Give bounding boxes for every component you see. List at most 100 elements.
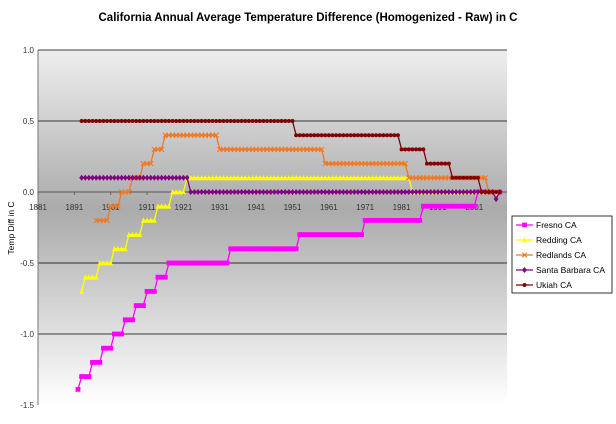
data-point — [147, 160, 154, 167]
data-point — [111, 331, 117, 337]
data-point — [468, 203, 474, 209]
data-point — [304, 232, 310, 237]
data-point — [290, 119, 295, 123]
data-point — [122, 245, 128, 252]
data-point — [340, 174, 346, 181]
data-point — [101, 345, 106, 351]
data-point — [439, 161, 444, 166]
data-point — [188, 260, 194, 266]
series-ukiah-ca — [79, 119, 502, 194]
data-point — [145, 119, 150, 123]
data-point — [439, 189, 444, 195]
data-point — [483, 190, 488, 194]
data-point — [454, 175, 459, 180]
data-point — [213, 189, 219, 195]
data-point — [297, 189, 303, 195]
data-point — [217, 260, 223, 266]
data-point — [151, 217, 157, 223]
data-point — [268, 189, 274, 195]
data-point — [206, 174, 212, 181]
data-point — [388, 174, 394, 181]
data-point — [195, 260, 201, 266]
data-point — [228, 174, 234, 181]
data-point — [391, 218, 397, 223]
legend-marker — [522, 237, 527, 243]
data-point — [315, 232, 321, 237]
x-tick-label: 1931 — [211, 203, 229, 212]
data-point — [82, 174, 88, 181]
data-point — [293, 174, 299, 181]
data-point — [166, 203, 172, 209]
data-point — [202, 260, 208, 266]
data-point — [257, 119, 262, 123]
data-point — [373, 174, 379, 181]
data-point — [308, 133, 313, 138]
data-point — [275, 189, 281, 195]
data-point — [188, 174, 194, 181]
data-point — [141, 303, 146, 308]
y-tick-label: 0.5 — [23, 117, 35, 126]
data-point — [340, 232, 346, 237]
data-point — [155, 119, 160, 123]
data-point — [115, 203, 121, 209]
legend-label: Redding CA — [536, 235, 582, 245]
data-point — [428, 203, 434, 209]
data-point — [242, 189, 248, 195]
data-point — [202, 189, 208, 195]
data-point — [235, 189, 241, 195]
data-point — [126, 119, 131, 123]
data-point — [297, 133, 302, 138]
data-point — [391, 174, 397, 181]
legend-entry: Fresno CA — [516, 220, 577, 230]
data-point — [115, 331, 121, 337]
data-point — [410, 189, 415, 195]
data-point — [402, 174, 408, 181]
data-point — [297, 232, 303, 237]
data-point — [326, 133, 331, 138]
data-point — [301, 189, 306, 195]
data-point — [137, 231, 143, 237]
data-point — [199, 189, 205, 195]
data-point — [435, 161, 440, 166]
y-tick-label: -0.5 — [20, 259, 34, 268]
data-point — [250, 246, 255, 252]
data-point — [130, 174, 135, 181]
data-point — [377, 189, 383, 195]
data-point — [406, 189, 412, 195]
data-point — [363, 133, 368, 138]
y-tick-label: 1.0 — [23, 46, 35, 55]
legend-marker — [522, 267, 527, 273]
data-point — [235, 246, 241, 252]
data-point — [359, 232, 364, 237]
data-point — [97, 119, 102, 123]
x-tick-label: 1921 — [175, 203, 193, 212]
data-point — [326, 174, 332, 181]
data-point — [271, 189, 277, 195]
data-point — [115, 245, 121, 252]
data-point — [305, 133, 310, 138]
data-point — [126, 189, 132, 195]
data-point — [465, 175, 470, 180]
data-point — [123, 119, 128, 123]
data-point — [158, 146, 165, 153]
data-point — [435, 189, 441, 195]
data-point — [446, 203, 452, 209]
y-tick-label: -1.5 — [20, 401, 34, 410]
data-point — [137, 119, 142, 123]
data-point — [366, 218, 372, 223]
data-point — [428, 161, 433, 166]
data-point — [159, 174, 165, 181]
data-point — [308, 232, 314, 237]
data-point — [174, 119, 179, 123]
data-point — [432, 161, 437, 166]
data-point — [264, 189, 270, 195]
data-point — [104, 345, 110, 351]
data-point — [410, 218, 415, 223]
data-point — [315, 189, 321, 195]
legend-label: Santa Barbara CA — [536, 265, 605, 275]
data-point — [472, 175, 477, 180]
data-point — [133, 174, 139, 181]
data-point — [93, 174, 99, 181]
data-point — [75, 386, 81, 392]
